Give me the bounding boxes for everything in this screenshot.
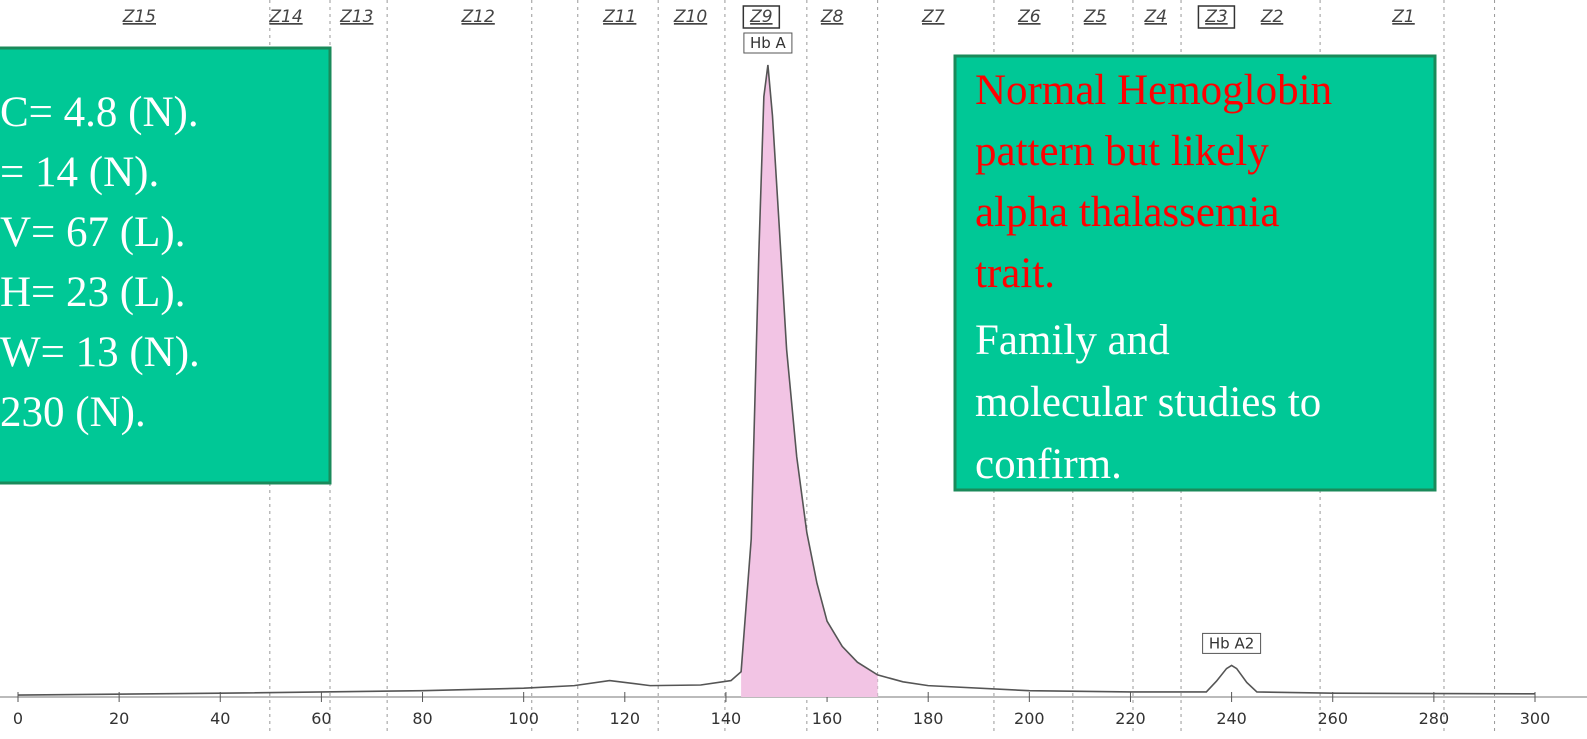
zone-label: Z13 [339,7,373,27]
zone-label: Z5 [1083,7,1106,27]
comment-line: confirm. [975,441,1122,488]
x-tick-label: 300 [1520,709,1551,728]
zone-label: Z6 [1017,7,1041,27]
x-tick-label: 120 [610,709,641,728]
peak-label: Hb A2 [1209,634,1254,652]
zone-box [1197,5,1236,29]
x-tick-label: 200 [1014,709,1045,728]
zone-box [742,5,781,29]
info-line: H= 23 (L). [0,269,185,316]
zone-label: Z7 [921,7,945,27]
info-line: C= 4.8 (N). [0,89,199,136]
x-tick-label: 220 [1115,709,1146,728]
zone-label: Z10 [673,7,707,27]
x-tick-label: 140 [711,709,742,728]
zone-label: Z9 [749,7,772,27]
x-tick-label: 100 [508,709,539,728]
comment-line: pattern but likely [975,128,1269,175]
trace [17,64,1536,696]
comment-line: molecular studies to [975,379,1321,426]
x-tick-label: 80 [412,709,432,728]
peak-label-box [743,32,793,54]
x-tick-label: 20 [109,709,129,728]
zone-label: Z3 [1204,7,1227,27]
comment-line: Family and [975,317,1170,364]
zone-label: Z12 [461,7,495,27]
zone-label: Z14 [268,7,302,27]
x-tick-label: 240 [1216,709,1247,728]
x-tick-label: 160 [812,709,843,728]
comment-line: Normal Hemoglobin [975,67,1332,114]
comment-box [953,54,1437,492]
info-line: 230 (N). [0,389,146,436]
peak-area [741,65,878,697]
zone-label: Z4 [1144,7,1167,27]
comment-line: alpha thalassemia [975,189,1279,236]
zone-label: Z11 [602,7,636,27]
peak-label-box [1202,632,1262,654]
zone-label: Z1 [1391,7,1414,27]
x-tick-label: 40 [210,709,230,728]
info-line: W= 13 (N). [0,329,200,376]
zone-label: Z15 [122,7,156,27]
peak-label: Hb A [750,34,787,52]
x-tick-label: 180 [913,709,944,728]
x-tick-label: 0 [13,709,23,728]
info-line: = 14 (N). [0,149,159,196]
zone-label: Z8 [820,7,844,27]
comment-line: trait. [975,250,1055,297]
x-tick-label: 280 [1419,709,1450,728]
x-tick-label: 60 [311,709,331,728]
info-line: V= 67 (L). [0,209,185,256]
x-tick-label: 260 [1317,709,1348,728]
info-box [0,46,332,485]
zone-label: Z2 [1260,7,1283,27]
